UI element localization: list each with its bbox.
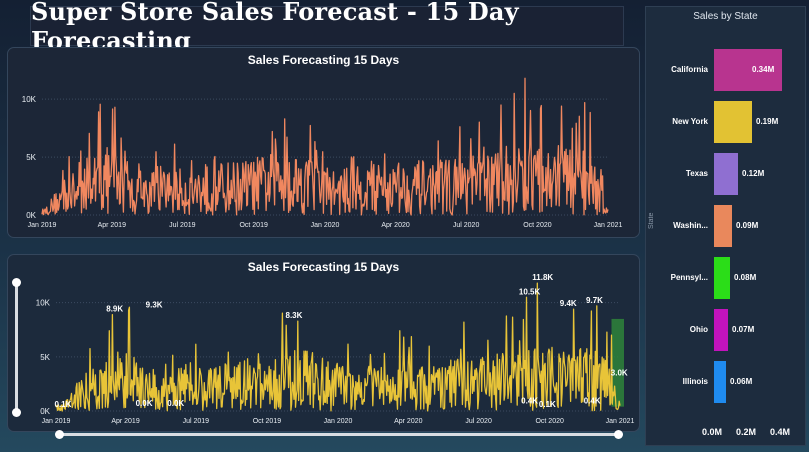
data-label: 0.4K xyxy=(521,397,538,406)
horizontal-slider-left-handle[interactable] xyxy=(55,430,64,439)
data-label: 10.5K xyxy=(519,287,541,296)
chart-title: Sales Forecasting 15 Days xyxy=(247,260,400,274)
state-value-label: 0.34M xyxy=(752,65,775,74)
sales-forecast-line-chart[interactable]: 0K 5K 10K Jan 2019 Apr 2019 Jul 2019 Oct 2019 J… xyxy=(8,48,639,237)
x-tick-label: Apr 2019 xyxy=(98,222,127,229)
data-label: 0.0K xyxy=(167,399,184,408)
vertical-range-slider-track[interactable] xyxy=(15,283,18,413)
forecast-confidence-band xyxy=(611,318,624,407)
data-label: 8.9K xyxy=(106,305,123,314)
x-tick-label: Jul 2019 xyxy=(183,418,210,425)
vertical-slider-bottom-handle[interactable] xyxy=(12,408,21,417)
vertical-slider-top-handle[interactable] xyxy=(12,278,21,287)
x-tick-label: Jan 2021 xyxy=(606,418,635,425)
data-label: 11.8K xyxy=(532,273,553,282)
x-tick-label: Jan 2020 xyxy=(324,418,353,425)
data-label: 9.3K xyxy=(146,300,163,309)
state-x-tick-label: 0.2M xyxy=(736,427,757,437)
y-tick-label: 10K xyxy=(36,299,51,308)
dashboard-title: Super Store Sales Forecast - 15 Day Fore… xyxy=(31,0,519,55)
state-value-label: 0.08M xyxy=(734,273,757,282)
data-label: 9.4K xyxy=(560,299,577,308)
sales-forecast-line-chart-labeled[interactable]: 0K 5K 10K Jan 2019 Apr 2019 Jul 2019 Oct 2019 J… xyxy=(8,255,639,431)
state-value-label: 0.07M xyxy=(732,325,755,334)
state-category-label: Washin... xyxy=(673,221,708,230)
state-chart-title: Sales by State xyxy=(693,11,758,22)
state-bar[interactable] xyxy=(714,153,738,195)
x-tick-label: Oct 2020 xyxy=(523,222,552,229)
forecast-chart-panel-bottom[interactable]: Sales Forecasting 15 Days 0K 5K 10K Jan 201… xyxy=(7,254,640,432)
state-value-label: 0.12M xyxy=(742,169,765,178)
state-category-label: Pennsyl... xyxy=(670,273,708,282)
state-category-label: Texas xyxy=(685,169,708,178)
state-bar[interactable] xyxy=(714,101,752,143)
y-tick-label: 10K xyxy=(22,95,37,104)
state-value-label: 0.19M xyxy=(756,117,779,126)
state-bar[interactable] xyxy=(714,49,782,91)
state-category-label: Illinois xyxy=(682,377,708,386)
state-bar[interactable] xyxy=(714,309,728,351)
data-label: 0.4K xyxy=(584,397,601,406)
data-label: 3.0K xyxy=(611,369,628,378)
x-tick-label: Oct 2020 xyxy=(535,418,564,425)
data-label: 0.1K xyxy=(55,400,72,409)
state-bar[interactable] xyxy=(714,361,726,403)
x-tick-label: Apr 2020 xyxy=(381,222,410,229)
y-tick-label: 5K xyxy=(40,353,50,362)
horizontal-slider-right-handle[interactable] xyxy=(614,430,623,439)
y-tick-label: 0K xyxy=(26,211,36,220)
state-value-label: 0.06M xyxy=(730,377,753,386)
x-tick-label: Apr 2019 xyxy=(111,418,140,425)
state-bar[interactable] xyxy=(714,257,730,299)
x-tick-label: Jul 2019 xyxy=(169,222,196,229)
state-x-tick-label: 0.4M xyxy=(770,427,791,437)
x-tick-label: Apr 2020 xyxy=(394,418,423,425)
x-tick-label: Jan 2020 xyxy=(311,222,340,229)
state-category-label: California xyxy=(671,65,708,74)
x-tick-label: Oct 2019 xyxy=(253,418,282,425)
forecast-chart-panel-top[interactable]: Sales Forecasting 15 Days 0K 5K 10K Jan 201… xyxy=(7,47,640,238)
x-tick-label: Jan 2019 xyxy=(42,418,71,425)
state-x-tick-label: 0.0M xyxy=(702,427,723,437)
horizontal-range-slider-track[interactable] xyxy=(59,433,619,436)
sales-by-state-panel[interactable]: Sales by State State California 0.34M New … xyxy=(645,6,806,446)
data-label: 0.0K xyxy=(136,399,153,408)
y-tick-label: 5K xyxy=(26,153,36,162)
state-bar[interactable] xyxy=(714,205,732,247)
dashboard-title-box: Super Store Sales Forecast - 15 Day Fore… xyxy=(30,0,624,55)
data-label: 0.1K xyxy=(539,400,556,409)
y-tick-label: 0K xyxy=(40,407,50,416)
x-tick-label: Jul 2020 xyxy=(453,222,480,229)
state-value-label: 0.09M xyxy=(736,221,759,230)
x-tick-label: Jul 2020 xyxy=(465,418,492,425)
x-tick-label: Jan 2021 xyxy=(594,222,623,229)
x-tick-label: Oct 2019 xyxy=(239,222,268,229)
state-category-label: New York xyxy=(672,117,708,126)
data-label: 9.7K xyxy=(586,296,603,305)
chart-title: Sales Forecasting 15 Days xyxy=(247,53,400,67)
state-category-label: Ohio xyxy=(689,325,708,334)
sales-series-line xyxy=(41,77,609,216)
x-tick-label: Jan 2019 xyxy=(28,222,57,229)
sales-series-line xyxy=(55,282,621,412)
data-label: 8.3K xyxy=(286,311,303,320)
